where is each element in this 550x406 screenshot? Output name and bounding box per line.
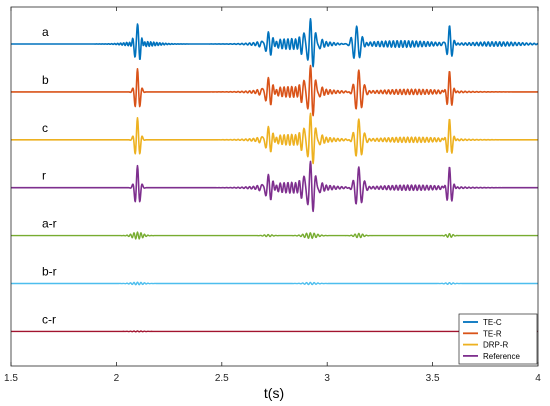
legend: TE-C TE-R DRP-R Reference — [458, 313, 538, 365]
x-tick-label: 3 — [324, 373, 330, 384]
trace-label-b-r: b-r — [42, 265, 57, 279]
trace-label-r: r — [42, 169, 46, 183]
trace-line-a-r — [10, 231, 539, 240]
trace-label-c-r: c-r — [42, 312, 56, 326]
traces-layer — [10, 17, 539, 333]
trace-line-b-r — [10, 281, 539, 286]
trace-line-r — [10, 160, 539, 213]
x-tick-label: 2.5 — [215, 373, 229, 384]
legend-label: TE-C — [483, 318, 502, 327]
trace-label-a-r: a-r — [42, 217, 57, 231]
trace-line-c-r — [10, 330, 539, 333]
trace-line-c — [10, 112, 539, 165]
x-tick-label: 1.5 — [4, 373, 18, 384]
x-tick-label: 4 — [535, 373, 541, 384]
trace-line-a — [10, 17, 539, 68]
trace-labels-layer: a b c r a-r b-r c-r — [42, 25, 57, 326]
trace-label-a: a — [42, 25, 49, 39]
trace-line-b — [10, 64, 539, 117]
legend-label: DRP-R — [483, 341, 509, 350]
legend-label: TE-R — [483, 329, 502, 338]
x-tick-label: 3.5 — [426, 373, 440, 384]
x-axis-label: t(s) — [264, 385, 284, 401]
x-ticks-layer: 1.5 2 2.5 3 3.5 4 — [4, 7, 541, 384]
trace-label-c: c — [42, 121, 48, 135]
trace-label-b: b — [42, 73, 49, 87]
legend-label: Reference — [483, 352, 520, 361]
plot-frame — [10, 6, 539, 367]
x-tick-label: 2 — [114, 373, 120, 384]
